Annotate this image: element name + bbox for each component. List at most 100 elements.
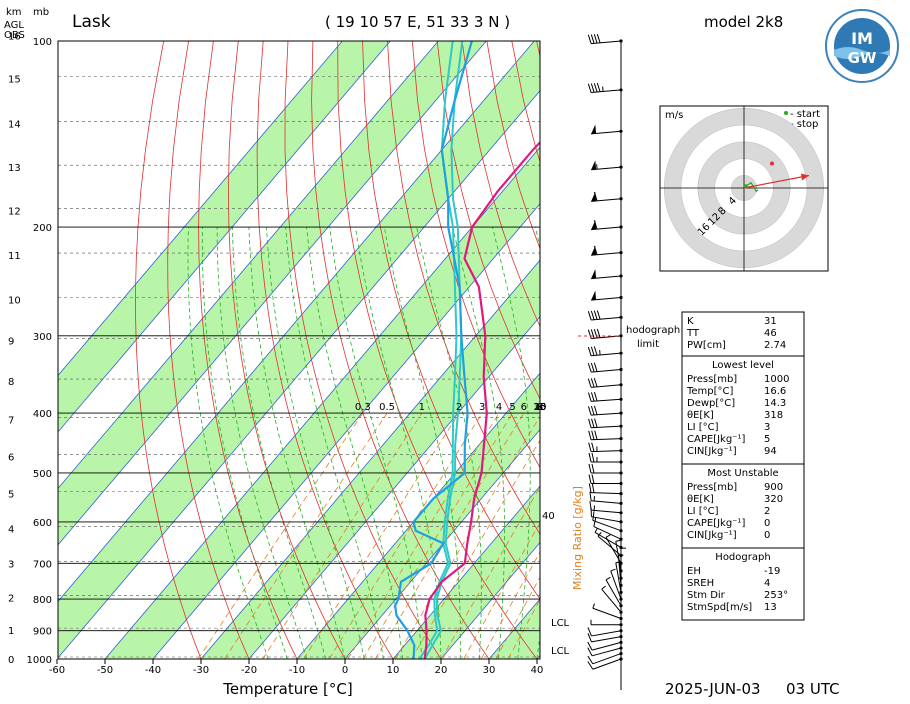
indices-unstable-row-value: 320 [764,494,783,505]
mixing-ratio-tick: 5 [509,402,515,413]
wind-barb-staff [591,413,621,415]
height-tick-label: 11 [8,251,21,262]
height-tick-label: 6 [8,452,14,463]
mixing-ratio-tick: 0.5 [379,402,395,413]
wind-barb-flag [597,34,600,43]
wind-barb-pennant [591,291,596,300]
wind-barb [588,310,622,320]
wind-barb-flag [592,443,594,452]
indices-hodograph-row-value: 13 [764,602,777,613]
indices-unstable-row-value: 0 [764,530,770,541]
wind-barbs [588,34,626,669]
mixing-ratio-tick: 35 [534,402,547,413]
wind-barb-flag [589,431,591,440]
wind-barb-flag [592,464,594,473]
pressure-tick-label: 500 [33,469,52,480]
wind-barb-halfflag [616,540,621,541]
x-tick-label: 30 [483,665,496,676]
indices-lowest-row-label: CIN[Jkg⁻¹] [687,446,737,457]
wind-barb-staff [591,353,621,356]
indices-unstable-row-label: CAPE[Jkg⁻¹] [687,518,745,529]
indices-unstable-title: Most Unstable [707,468,778,479]
station-title: Lask [72,12,111,32]
wind-barb [591,269,622,278]
wind-barb-staff [593,654,621,664]
indices-unstable-row-value: 0 [764,518,770,529]
wind-barb-staff [591,439,621,440]
wind-barb [588,378,622,387]
wind-barb-flag [591,378,594,387]
indices-basic-row-label: TT [686,328,700,339]
wind-barb [591,291,622,300]
wind-barb-flag [592,431,594,440]
indices-unstable-row-label: θE[K] [687,494,714,505]
wind-barb-flag [591,347,594,356]
wind-barb-flag [588,84,591,93]
x-axis-label: Temperature [°C] [222,680,352,698]
wind-barb-flag [588,330,591,339]
wind-barb-flag [595,431,597,440]
indices-unstable-row-label: LI [°C] [687,506,719,517]
mixing-ratio-40: 40 [542,511,555,522]
x-tick-label: -40 [145,665,161,676]
mixing-ratio-tick: 4 [496,402,502,413]
wind-barb-staff [591,451,621,452]
wind-barb [588,406,622,415]
x-tick-label: -60 [49,665,65,676]
wind-barb [589,431,623,441]
wind-barb-staff [591,637,621,642]
wind-barb-flag [588,311,591,320]
wind-barb [588,652,623,664]
pressure-tick-label: 1000 [27,655,52,666]
wind-barb [593,604,623,621]
height-tick-label: 14 [8,120,21,131]
hodograph-unit: m/s [665,110,683,121]
wind-barb-flag [589,484,591,493]
lcl-label-1: LCL [551,618,570,629]
height-tick-label: 7 [8,416,14,427]
indices-hodograph-row-value: -19 [764,566,780,577]
mixing-ratio-axis-label: Mixing Ratio [g/kg] [571,486,584,590]
indices-basic-row-value: 46 [764,328,777,339]
wind-barb-staff [591,90,621,93]
wind-barb-flag [590,501,591,510]
hodograph-start-dot [784,111,788,115]
pressure-tick-label: 900 [33,627,52,638]
indices-unstable-row-value: 900 [764,482,783,493]
indices-hodograph-row-label: EH [687,566,701,577]
wind-barb-pennant [591,160,596,169]
height-tick-label: 3 [8,559,14,570]
wind-barb-flag [590,492,591,501]
indices-hodograph-row-value: 253° [764,590,788,601]
wind-barb [588,346,622,355]
wind-barb [591,620,623,627]
height-tick-label: 9 [8,336,14,347]
pressure-tick-label: 400 [33,409,52,420]
wind-barb-staff [591,369,621,372]
x-tick-label: -30 [193,665,209,676]
wind-barb-halfflag [602,586,606,589]
indices-unstable-row-value: 2 [764,506,770,517]
wind-barb-flag [594,311,597,320]
wind-barb-flag [594,406,597,415]
height-tick-label: 1 [8,626,14,637]
wind-barb-flag [593,511,594,520]
x-tick-label: -10 [289,665,305,676]
wind-barb-pennant [591,269,596,278]
wind-barb [589,484,622,496]
wind-barb [588,83,622,93]
wind-barb-staff [591,399,621,401]
wind-barb-staff [591,426,621,428]
indices-unstable-row-label: CIN[Jkg⁻¹] [687,530,737,541]
wind-barb-flag [591,406,594,415]
wind-barb-flag [597,83,600,92]
height-tick-label: 10 [8,296,21,307]
wind-barb-flag [594,34,597,43]
mixing-ratio-tick: 6 [521,402,527,413]
mb-unit-label: mb [33,7,49,18]
indices-lowest-row-value: 1000 [764,374,789,385]
indices-basic-row-value: 2.74 [764,340,786,351]
wind-barb [589,453,623,464]
wind-barb-flag [591,363,594,372]
